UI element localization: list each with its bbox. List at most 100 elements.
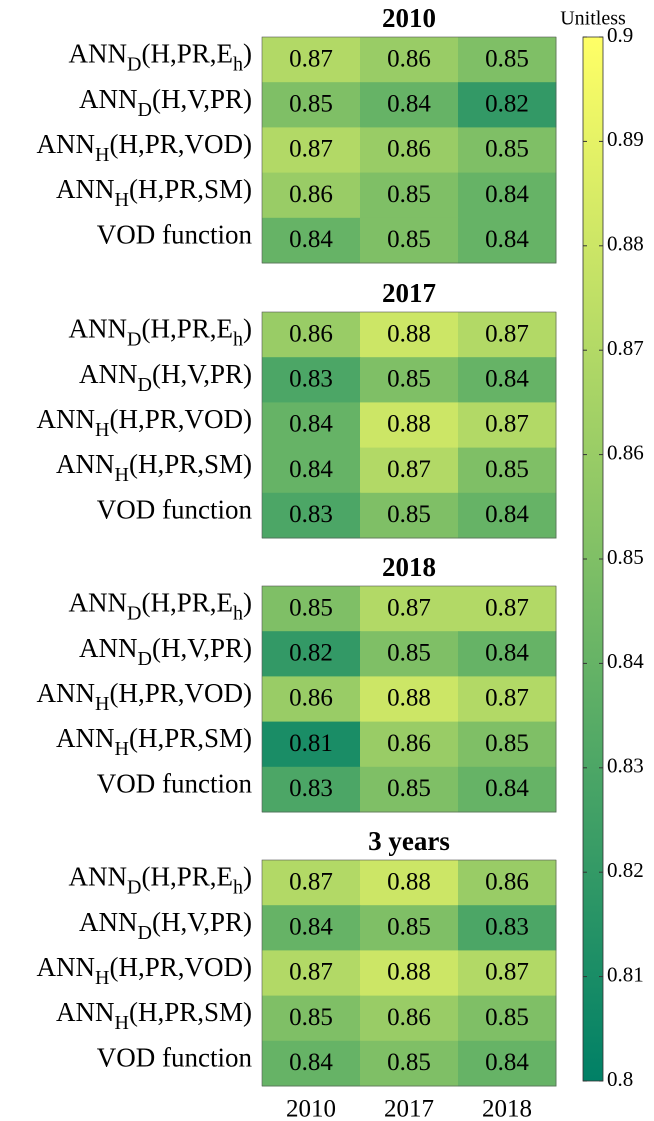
row-label: VOD function — [97, 769, 253, 799]
row-label: ANND(H,V,PR) — [79, 84, 252, 120]
panel-frame — [261, 311, 557, 539]
cell-label: 0.86 — [289, 181, 333, 208]
colorbar-tick-label: 0.81 — [607, 962, 644, 986]
panel-title: 3 years — [368, 826, 450, 856]
row-label: VOD function — [97, 495, 253, 525]
cell-label: 0.85 — [387, 640, 431, 667]
row-label-text: (H,PR,E — [141, 862, 233, 892]
cell-label: 0.85 — [387, 775, 431, 802]
row-label-text: (H,PR,VOD) — [109, 678, 252, 708]
cell-label: 0.85 — [387, 181, 431, 208]
heatmap-cell — [458, 37, 557, 83]
colorbar-tick-label: 0.89 — [607, 127, 644, 151]
cell-label: 0.85 — [289, 91, 333, 118]
cell-label: 0.86 — [485, 868, 529, 895]
heatmap-cell — [262, 766, 361, 813]
row-label-text: (H,PR,VOD) — [109, 952, 252, 982]
colorbar-tick-label: 0.82 — [607, 858, 644, 882]
row-label-text: (H,PR,SM) — [129, 449, 252, 479]
row-label-text: ANN — [79, 84, 138, 114]
cell-label: 0.88 — [387, 685, 431, 712]
heatmap-cell — [360, 950, 459, 997]
heatmap-cell — [262, 217, 361, 264]
cell-label: 0.84 — [289, 456, 333, 483]
heatmap-cell — [360, 995, 459, 1042]
row-label-subscript: D — [138, 98, 152, 120]
row-label-text: ANN — [56, 449, 115, 479]
row-label-text: (H,V,PR) — [152, 84, 252, 114]
cell-label: 0.84 — [289, 1049, 333, 1076]
cell-label: 0.86 — [387, 136, 431, 163]
colorbar-label: Unitless — [560, 8, 626, 30]
row-label-text: VOD function — [97, 220, 253, 250]
cell-label: 0.87 — [289, 959, 333, 986]
row-label: ANNH(H,PR,VOD) — [37, 678, 252, 714]
heatmap-cell — [360, 37, 459, 83]
heatmap-cell — [458, 127, 557, 174]
heatmap-cell — [262, 402, 361, 449]
cell-label: 0.83 — [289, 366, 333, 393]
row-label-text: ANN — [56, 997, 115, 1027]
row-label: ANNH(H,PR,VOD) — [37, 404, 252, 440]
heatmap-cell — [458, 357, 557, 403]
cell-label: 0.83 — [485, 914, 529, 941]
heatmap-cell — [262, 860, 361, 906]
heatmap-cell — [458, 312, 557, 358]
heatmap-cell — [262, 631, 361, 677]
row-label-text: ANN — [56, 174, 115, 204]
heatmap-cell — [262, 721, 361, 768]
heatmap-cell — [360, 127, 459, 174]
heatmap-cell — [262, 357, 361, 403]
cell-label: 0.87 — [289, 868, 333, 895]
panel-title: 2010 — [382, 3, 436, 33]
heatmap-cell — [458, 1040, 557, 1087]
row-label-subscript: D — [127, 602, 141, 624]
panel-title: 2017 — [382, 278, 436, 308]
colorbar-tick-label: 0.88 — [607, 232, 644, 256]
row-label-text: ) — [243, 314, 252, 344]
heatmap-cell — [262, 995, 361, 1042]
row-label-text: (H,PR,VOD) — [109, 129, 252, 159]
row-label-text: ANN — [37, 952, 96, 982]
cell-label: 0.82 — [485, 91, 529, 118]
row-label-subscript: H — [115, 189, 129, 211]
row-label-subscript: H — [95, 144, 109, 166]
heatmap-cell — [360, 586, 459, 632]
row-label-subscript: h — [233, 876, 243, 898]
row-label: ANND(H,PR,Eh) — [69, 862, 252, 898]
cell-label: 0.84 — [485, 226, 529, 253]
row-label-subscript: h — [233, 328, 243, 350]
row-label: ANND(H,V,PR) — [79, 907, 252, 943]
cell-label: 0.85 — [387, 914, 431, 941]
row-label-text: ANN — [69, 588, 128, 618]
row-label: ANND(H,V,PR) — [79, 633, 252, 669]
row-label: ANNH(H,PR,VOD) — [37, 129, 252, 165]
row-label-text: ) — [243, 39, 252, 69]
cell-label: 0.85 — [387, 1049, 431, 1076]
cell-label: 0.84 — [485, 366, 529, 393]
row-label-subscript: h — [233, 53, 243, 75]
heatmap-cell — [262, 586, 361, 632]
row-label-text: (H,V,PR) — [152, 907, 252, 937]
panel-frame — [261, 36, 557, 264]
heatmap-cell — [458, 82, 557, 128]
row-label-text: (H,PR,SM) — [129, 997, 252, 1027]
panel-frame — [261, 585, 557, 813]
cell-label: 0.85 — [387, 226, 431, 253]
heatmap-cell — [458, 447, 557, 494]
heatmap-cell — [360, 217, 459, 264]
heatmap-cell — [262, 950, 361, 997]
heatmap-cell — [262, 676, 361, 723]
cell-label: 0.87 — [289, 136, 333, 163]
row-label-text: (H,V,PR) — [152, 359, 252, 389]
heatmap-cell — [458, 586, 557, 632]
cell-label: 0.86 — [387, 730, 431, 757]
row-label-text: ) — [243, 862, 252, 892]
cell-label: 0.88 — [387, 411, 431, 438]
cell-label: 0.85 — [387, 366, 431, 393]
cell-label: 0.88 — [387, 868, 431, 895]
heatmap-cell — [360, 172, 459, 219]
cell-label: 0.87 — [485, 320, 529, 347]
heatmap-cell — [262, 82, 361, 128]
heatmap-cell — [360, 721, 459, 768]
